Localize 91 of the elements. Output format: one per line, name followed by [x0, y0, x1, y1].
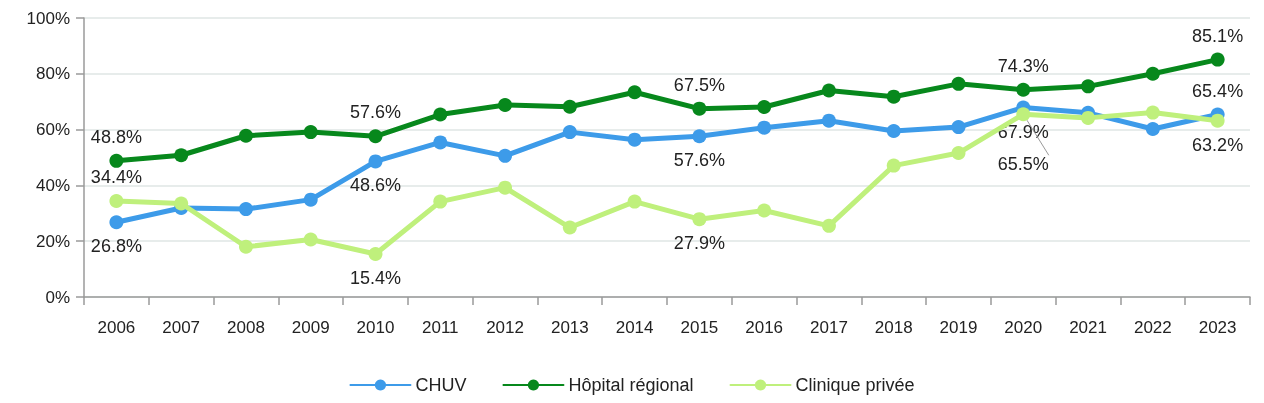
x-tick-label: 2011	[422, 318, 459, 337]
point	[692, 129, 707, 144]
x-tick-label: 2017	[810, 318, 848, 337]
point	[627, 132, 642, 147]
x-tick-label: 2019	[939, 318, 978, 337]
x-tick-label: 2009	[291, 318, 330, 337]
point	[1210, 113, 1225, 128]
point	[174, 148, 189, 163]
data-label: 65.4%	[1192, 80, 1244, 101]
data-label: 26.8%	[90, 236, 142, 257]
point	[433, 194, 448, 209]
point	[498, 98, 513, 113]
x-tick-label: 2012	[486, 318, 524, 337]
y-tick-label: 0%	[45, 287, 70, 307]
x-tick-label: 2023	[1198, 318, 1237, 337]
y-tick-label: 100%	[26, 8, 70, 28]
point	[1081, 110, 1096, 125]
point	[109, 153, 124, 168]
point	[562, 220, 577, 235]
x-tick-label: 2006	[97, 318, 136, 337]
x-tick-label: 2021	[1069, 318, 1107, 337]
point	[1210, 52, 1225, 67]
point	[238, 239, 253, 254]
point	[821, 113, 836, 128]
point	[368, 154, 383, 169]
y-tick-label: 80%	[35, 64, 70, 84]
point	[951, 76, 966, 91]
x-tick-label: 2013	[550, 318, 589, 337]
point	[1016, 107, 1031, 122]
point	[368, 247, 383, 262]
point	[238, 202, 253, 217]
point	[627, 194, 642, 209]
point	[757, 120, 772, 135]
data-label: 63.2%	[1192, 134, 1244, 155]
legend-label: CHUV	[415, 375, 467, 395]
point	[757, 203, 772, 218]
data-label: 34.4%	[90, 167, 142, 188]
point	[1145, 122, 1160, 137]
data-label: 65.5%	[997, 154, 1049, 175]
point	[433, 135, 448, 150]
y-tick-label: 20%	[35, 231, 70, 251]
point	[498, 180, 513, 195]
legend-label: Clinique privée	[795, 375, 915, 395]
data-label: 74.3%	[997, 55, 1049, 76]
point	[303, 125, 318, 140]
x-tick-label: 2007	[162, 318, 201, 337]
point	[951, 120, 966, 135]
point	[303, 232, 318, 247]
x-tick-label: 2020	[1004, 318, 1043, 337]
point	[1145, 105, 1160, 120]
data-label: 57.6%	[349, 102, 402, 123]
x-tick-label: 2015	[680, 318, 719, 337]
point	[757, 100, 772, 114]
point	[174, 196, 189, 211]
y-tick-label: 40%	[35, 175, 70, 195]
point	[433, 107, 448, 122]
point	[109, 194, 124, 209]
point	[238, 128, 253, 143]
x-tick-label: 2018	[874, 318, 913, 337]
data-label: 27.9%	[673, 233, 725, 254]
point	[1016, 82, 1031, 97]
x-tick-label: 2008	[227, 318, 265, 337]
data-label: 48.6%	[349, 175, 402, 196]
point	[562, 125, 577, 140]
point	[368, 129, 383, 144]
point	[498, 148, 513, 163]
point	[821, 218, 836, 233]
point	[692, 101, 707, 116]
point	[886, 158, 901, 173]
point	[1081, 79, 1096, 94]
point	[109, 215, 124, 230]
point	[821, 83, 836, 98]
point	[303, 192, 318, 207]
point	[562, 99, 577, 114]
x-tick-label: 2014	[615, 318, 654, 337]
data-label: 15.4%	[349, 268, 402, 289]
point	[886, 124, 901, 138]
x-tick-label: 2010	[356, 318, 395, 337]
point	[1145, 66, 1160, 81]
x-tick-label: 2016	[745, 318, 784, 337]
x-tick-label: 2022	[1133, 318, 1172, 337]
point	[951, 146, 966, 161]
data-label: 85.1%	[1192, 25, 1244, 46]
point	[627, 85, 642, 100]
legend-label: Hôpital régional	[568, 375, 694, 395]
data-label: 48.8%	[90, 126, 142, 147]
point	[886, 89, 901, 104]
point	[692, 212, 707, 227]
data-label: 57.6%	[673, 150, 725, 171]
data-label: 67.5%	[673, 74, 725, 95]
y-tick-label: 60%	[35, 120, 70, 140]
